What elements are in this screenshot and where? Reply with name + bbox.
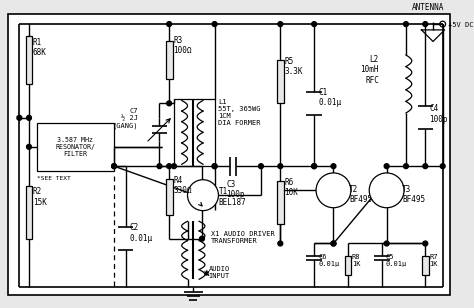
Circle shape (384, 164, 389, 168)
Text: C1
0.01μ: C1 0.01μ (318, 88, 341, 107)
FancyBboxPatch shape (36, 123, 114, 171)
Text: C5
0.01μ: C5 0.01μ (386, 254, 407, 267)
Circle shape (403, 164, 409, 168)
Text: L2
10mH
RFC: L2 10mH RFC (360, 55, 379, 85)
Text: C6
0.01μ: C6 0.01μ (318, 254, 339, 267)
Circle shape (112, 164, 117, 168)
Text: C4
100p: C4 100p (429, 104, 447, 124)
Circle shape (369, 173, 404, 208)
Circle shape (212, 164, 217, 168)
Circle shape (258, 164, 264, 168)
Circle shape (167, 22, 172, 26)
Circle shape (331, 241, 336, 246)
Text: X1 AUDIO DRIVER
TRANSFORMER: X1 AUDIO DRIVER TRANSFORMER (211, 231, 274, 244)
Circle shape (27, 116, 31, 120)
Circle shape (157, 164, 162, 168)
Text: R1
68K: R1 68K (33, 38, 47, 57)
Circle shape (27, 144, 31, 149)
FancyBboxPatch shape (26, 185, 32, 239)
Text: R4
330Ω: R4 330Ω (173, 176, 191, 195)
Circle shape (278, 164, 283, 168)
Text: +5V DC: +5V DC (447, 22, 473, 28)
Text: ANTENNA: ANTENNA (412, 3, 445, 12)
Circle shape (331, 241, 336, 246)
Circle shape (423, 22, 428, 26)
FancyBboxPatch shape (422, 256, 428, 275)
Text: AUDIO
INPUT: AUDIO INPUT (209, 266, 230, 279)
Text: T2
BF495: T2 BF495 (349, 184, 372, 204)
Circle shape (278, 22, 283, 26)
Text: R2
15K: R2 15K (33, 188, 47, 207)
Circle shape (200, 236, 204, 241)
Circle shape (423, 241, 428, 246)
Circle shape (112, 164, 117, 168)
Circle shape (312, 164, 317, 168)
FancyBboxPatch shape (26, 36, 32, 84)
Circle shape (312, 164, 317, 168)
Circle shape (331, 164, 336, 168)
Text: R8
1K: R8 1K (352, 254, 360, 267)
Circle shape (384, 241, 389, 246)
Text: R3
100Ω: R3 100Ω (173, 36, 191, 55)
FancyBboxPatch shape (277, 181, 283, 224)
Text: C2
0.01μ: C2 0.01μ (129, 223, 153, 243)
FancyBboxPatch shape (174, 99, 215, 166)
FancyBboxPatch shape (166, 41, 173, 79)
Text: R6
10K: R6 10K (284, 178, 298, 197)
Text: R5
3.3K: R5 3.3K (284, 57, 303, 76)
Circle shape (17, 116, 22, 120)
FancyBboxPatch shape (166, 179, 173, 214)
Circle shape (312, 22, 317, 26)
Circle shape (212, 22, 217, 26)
Circle shape (188, 180, 219, 211)
Circle shape (172, 164, 176, 168)
Circle shape (212, 164, 217, 168)
Text: *SEE TEXT: *SEE TEXT (36, 176, 71, 181)
Text: R7
1K: R7 1K (429, 254, 438, 267)
Text: T1
BEL187: T1 BEL187 (219, 188, 246, 207)
Text: T3
BF495: T3 BF495 (402, 184, 425, 204)
Circle shape (440, 164, 445, 168)
Circle shape (423, 164, 428, 168)
Text: 3.587 MHz
RESONATOR/
FILTER: 3.587 MHz RESONATOR/ FILTER (55, 137, 95, 157)
Circle shape (167, 164, 172, 168)
FancyBboxPatch shape (8, 14, 450, 295)
Text: L1
55T, 365WG
1CM
DIA FORMER: L1 55T, 365WG 1CM DIA FORMER (219, 99, 261, 126)
Circle shape (278, 241, 283, 246)
Text: C7
½ 2J
(GANG): C7 ½ 2J (GANG) (113, 108, 138, 129)
Text: C3
100p: C3 100p (226, 180, 245, 199)
FancyBboxPatch shape (345, 256, 351, 275)
FancyBboxPatch shape (277, 60, 283, 103)
Circle shape (403, 22, 409, 26)
Circle shape (440, 21, 446, 27)
Circle shape (167, 101, 172, 106)
Circle shape (316, 173, 351, 208)
